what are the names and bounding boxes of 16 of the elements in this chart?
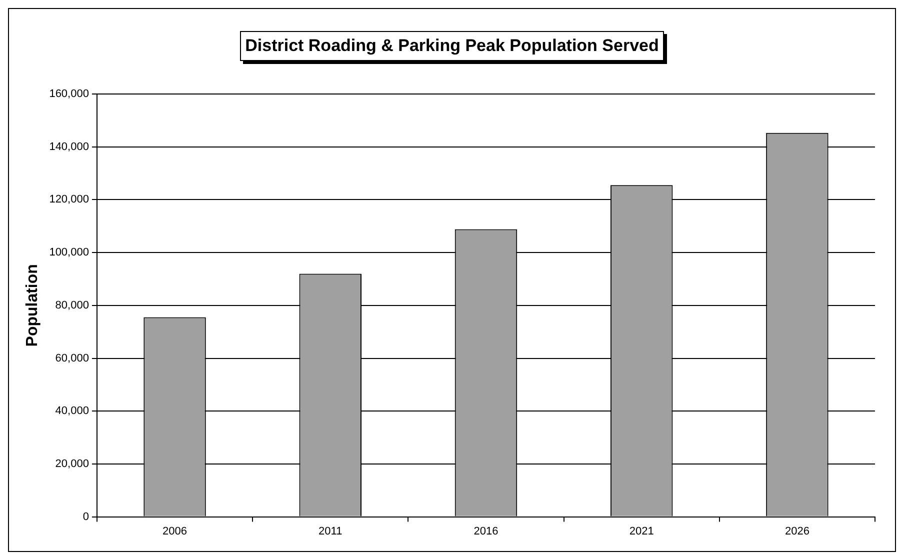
y-tick-label: 80,000 <box>55 299 89 312</box>
x-tick-label: 2011 <box>318 525 342 538</box>
y-axis-title: Population <box>24 264 42 347</box>
y-tick-label: 0 <box>82 510 89 523</box>
y-tick-label: 60,000 <box>55 352 89 364</box>
y-tick-label: 100,000 <box>49 246 89 259</box>
y-tick-label: 120,000 <box>49 194 89 206</box>
chart-title: District Roading & Parking Peak Population Served <box>240 31 664 61</box>
x-tick-label: 2006 <box>162 525 188 538</box>
x-tick-label: 2016 <box>474 525 498 538</box>
y-tick-label: 40,000 <box>55 405 89 418</box>
y-tick-label: 20,000 <box>55 458 89 470</box>
x-tick-label: 2021 <box>629 525 654 538</box>
y-tick-label: 160,000 <box>49 88 89 100</box>
x-tick-label: 2026 <box>784 525 810 538</box>
y-tick-label: 140,000 <box>49 140 89 153</box>
